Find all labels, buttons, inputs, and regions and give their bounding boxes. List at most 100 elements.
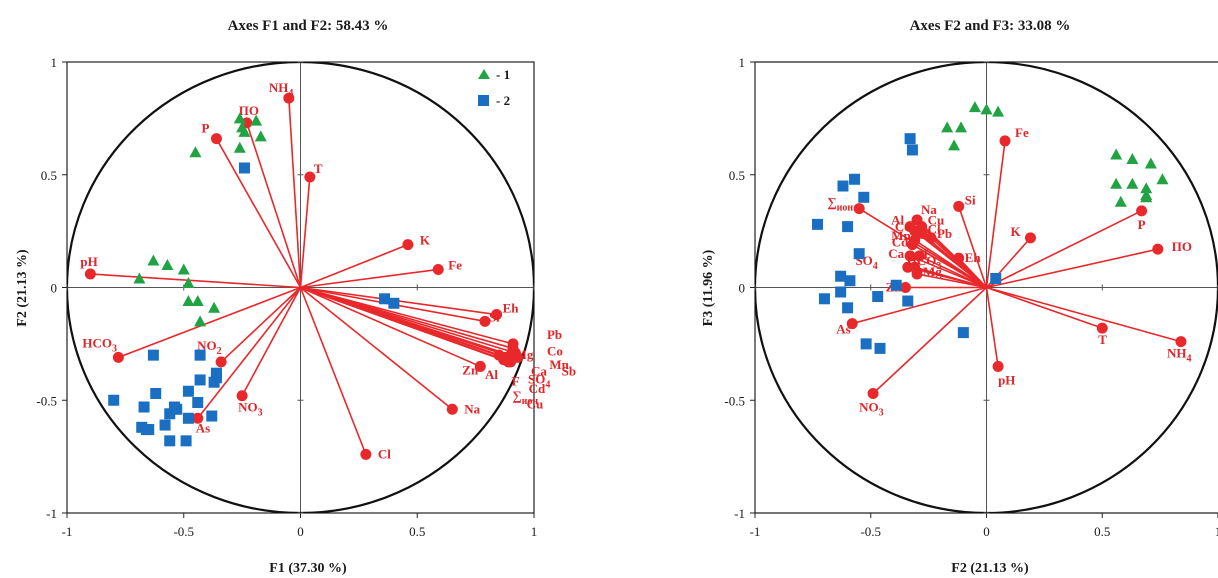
vector-label-al: Al: [891, 213, 904, 228]
vector-label-t: T: [1098, 332, 1107, 347]
point-group2: [388, 297, 400, 309]
vector-label-cl: Cl: [378, 446, 391, 461]
point-group2: [835, 286, 847, 298]
point-group1: [191, 295, 204, 307]
vector-line-zn: [300, 286, 481, 368]
vector-label-cu: Cu: [527, 397, 544, 412]
vector-line-t: [299, 176, 311, 288]
y-tick-label: -1: [734, 506, 745, 521]
point-group2: [192, 397, 204, 409]
vector-label-hco3: HCO3: [907, 253, 942, 272]
vector-label-p: P: [1138, 217, 1146, 232]
point-group2: [849, 173, 861, 185]
vector-label-f: F: [512, 374, 520, 389]
vector-label-cd: Cd: [892, 235, 909, 250]
point-group2: [194, 349, 206, 361]
point-group2: [138, 401, 150, 413]
point-group1: [189, 146, 202, 158]
point-group2: [990, 272, 1002, 284]
vector-line-eh: [958, 257, 988, 289]
point-group2: [853, 248, 865, 260]
vector-label-zn: Zn: [462, 362, 479, 377]
point-group2: [182, 412, 194, 424]
y-axis-label: F2 (21.13 %): [15, 249, 30, 327]
point-group2: [837, 180, 849, 192]
vector-point-k: [402, 239, 414, 251]
x-axis-label: F1 (37.30 %): [269, 561, 347, 576]
legend-marker-group2: [478, 95, 489, 106]
x-tick-label: -1: [62, 524, 73, 539]
vector-label-ca: Ca: [531, 363, 547, 378]
vector-label-na: Na: [464, 401, 480, 416]
vector-point-ph: [84, 268, 96, 280]
point-group1: [980, 103, 993, 115]
vector-point-fe: [999, 135, 1011, 147]
point-group1: [1110, 177, 1123, 189]
point-group1: [1110, 148, 1123, 160]
vector-label-p: P: [201, 121, 209, 136]
vector-point-cl: [916, 227, 928, 239]
vector-label-as: As: [196, 420, 210, 435]
point-group2: [150, 387, 162, 399]
point-group1: [992, 105, 1005, 117]
vector-label-eh: Eh: [965, 250, 982, 265]
vector-label-nh4: NH4: [1167, 346, 1192, 365]
vector-point-as: [192, 412, 204, 424]
vector-line-f: [919, 255, 987, 289]
x-tick-label: 0: [983, 524, 990, 539]
point-group1: [182, 295, 195, 307]
vector-line-na: [299, 286, 453, 410]
vector-point-si: [479, 315, 491, 327]
point-group1: [968, 101, 981, 113]
vector-point-ph: [992, 360, 1004, 372]
x-tick-label: 0.5: [1094, 524, 1110, 539]
vector-point-mg: [911, 268, 923, 280]
vector-line-sum-ion: [858, 207, 987, 289]
vector-label-co: Co: [895, 219, 911, 234]
vector-label-fe: Fe: [448, 257, 462, 272]
x-tick-label: 0: [297, 524, 304, 539]
point-group2: [147, 349, 159, 361]
y-tick-label: -0.5: [36, 393, 57, 408]
point-group2: [842, 221, 854, 233]
legend-label-group2: - 2: [496, 93, 510, 108]
legend: - 1 - 2: [478, 67, 510, 108]
point-group1: [1144, 157, 1157, 169]
vector-label-mg: Mg: [923, 264, 942, 279]
y-axis-label: F3 (11.96 %): [701, 249, 716, 326]
x-tick-label: 1: [531, 524, 538, 539]
vector-label-sum-ion: ∑ион: [512, 388, 538, 407]
point-group1: [233, 141, 246, 153]
vector-point-eh: [491, 309, 503, 321]
vector-line-hco3: [914, 266, 987, 289]
point-group1: [1126, 152, 1139, 164]
point-group2: [180, 435, 192, 447]
legend-marker-group1: [478, 69, 490, 79]
y-tick-label: 0.5: [41, 168, 57, 183]
point-group2: [171, 403, 183, 415]
vector-label-hco3: HCO3: [82, 335, 117, 354]
point-group2: [874, 342, 886, 354]
point-group2: [844, 275, 856, 287]
point-group2: [957, 327, 969, 339]
vector-point-t: [1096, 322, 1108, 334]
y-tick-label: 0: [51, 281, 58, 296]
y-tick-label: 1: [51, 55, 58, 70]
vector-label-na: Na: [921, 202, 937, 217]
vector-label-po: ПО: [1172, 239, 1192, 254]
vector-line-nh4: [288, 98, 302, 288]
point-group1: [948, 139, 961, 151]
vector-point-no2: [215, 356, 227, 368]
vector-point-p: [1136, 205, 1148, 217]
vector-line-fe: [985, 140, 1006, 288]
vector-label-cd: Cd: [529, 381, 546, 396]
vector-label-no2: NO2: [197, 338, 222, 357]
point-group1: [208, 301, 221, 313]
vector-label-as: As: [836, 322, 850, 337]
vector-label-nh4: NH4: [269, 80, 294, 99]
chart-title: Axes F1 and F2: 58.43 %: [228, 18, 389, 34]
vector-label-no3: NO3: [859, 399, 884, 418]
point-group1: [1140, 191, 1153, 203]
vector-point-na: [446, 403, 458, 415]
